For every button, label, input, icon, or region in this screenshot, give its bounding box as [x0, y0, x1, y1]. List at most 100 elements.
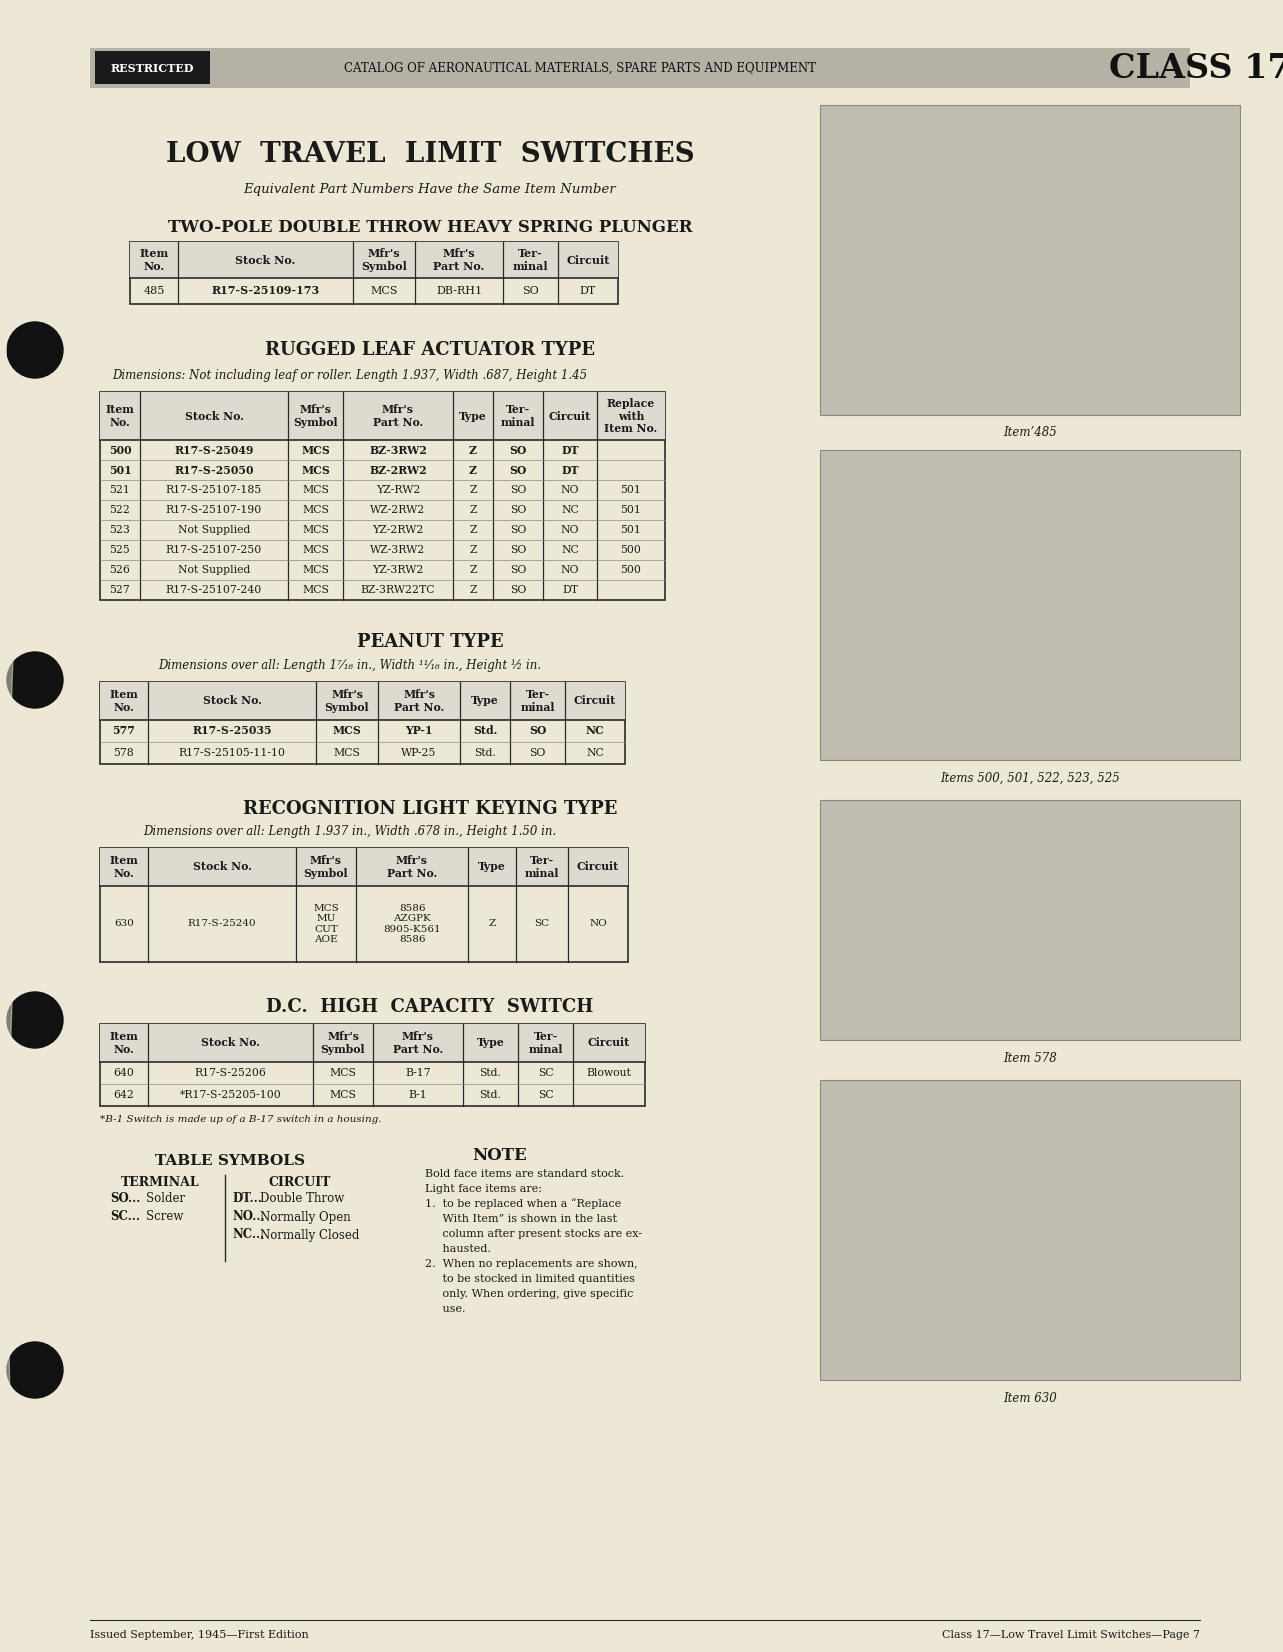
Text: TERMINAL: TERMINAL — [121, 1176, 199, 1189]
Bar — [100, 847, 627, 961]
Text: 501: 501 — [109, 464, 131, 476]
Text: Double Throw: Double Throw — [260, 1193, 344, 1206]
Text: Circuit: Circuit — [588, 1037, 630, 1049]
Text: MCS: MCS — [302, 486, 328, 496]
Text: 630: 630 — [114, 920, 133, 928]
Text: CLASS 17: CLASS 17 — [1109, 51, 1283, 84]
Text: Z: Z — [470, 525, 477, 535]
Text: 501: 501 — [621, 525, 642, 535]
Text: Mfr's
Symbol: Mfr's Symbol — [325, 689, 370, 714]
Text: SC: SC — [538, 1090, 553, 1100]
Text: SC: SC — [535, 920, 549, 928]
Text: SC: SC — [538, 1067, 553, 1079]
Text: Item
No.: Item No. — [109, 856, 139, 879]
Text: SO: SO — [509, 486, 526, 496]
Text: Std.: Std. — [473, 748, 497, 758]
Text: DT: DT — [562, 585, 579, 595]
Text: 527: 527 — [109, 585, 131, 595]
Bar — [100, 392, 665, 439]
Text: Circuit: Circuit — [577, 861, 620, 872]
Text: NC: NC — [585, 725, 604, 737]
Text: Normally Open: Normally Open — [260, 1211, 350, 1224]
Text: R17-S-25206: R17-S-25206 — [195, 1067, 267, 1079]
Text: Ter-
minal: Ter- minal — [520, 689, 554, 714]
Text: 2.  When no replacements are shown,: 2. When no replacements are shown, — [425, 1259, 638, 1269]
Text: Stock No.: Stock No. — [201, 1037, 260, 1049]
Text: Item
No.: Item No. — [109, 1031, 139, 1056]
Text: Z: Z — [470, 565, 477, 575]
Text: Mfr's
Symbol: Mfr's Symbol — [294, 405, 337, 428]
Text: MCS: MCS — [334, 748, 361, 758]
Text: With Item” is shown in the last: With Item” is shown in the last — [425, 1214, 617, 1224]
Text: SO: SO — [509, 506, 526, 515]
Text: Mfr's
Part No.: Mfr's Part No. — [387, 856, 438, 879]
Text: Circuit: Circuit — [574, 695, 616, 707]
Text: MCS: MCS — [332, 725, 362, 737]
Text: SO: SO — [509, 565, 526, 575]
Text: Light face items are:: Light face items are: — [425, 1184, 541, 1194]
Text: NC...: NC... — [232, 1229, 264, 1242]
Text: Z: Z — [470, 464, 477, 476]
Text: Ter-
minal: Ter- minal — [529, 1031, 563, 1056]
Text: SO: SO — [522, 286, 539, 296]
Bar — [820, 106, 1239, 415]
Text: Item 630: Item 630 — [1003, 1391, 1057, 1404]
Text: MCS: MCS — [302, 585, 328, 595]
Text: Z: Z — [470, 545, 477, 555]
Text: BZ-2RW2: BZ-2RW2 — [370, 464, 427, 476]
Text: Dimensions over all: Length 1.937 in., Width .678 in., Height 1.50 in.: Dimensions over all: Length 1.937 in., W… — [144, 826, 557, 839]
Bar — [100, 1024, 645, 1062]
Text: hausted.: hausted. — [425, 1244, 491, 1254]
Text: 1.  to be replaced when a “Replace: 1. to be replaced when a “Replace — [425, 1199, 621, 1209]
Text: Z: Z — [470, 486, 477, 496]
Text: 521: 521 — [109, 486, 131, 496]
Text: Std.: Std. — [480, 1067, 502, 1079]
Text: R17-S-25240: R17-S-25240 — [187, 920, 257, 928]
Bar — [90, 48, 1191, 88]
Text: 523: 523 — [109, 525, 131, 535]
Text: Not Supplied: Not Supplied — [178, 525, 250, 535]
Text: *R17-S-25205-100: *R17-S-25205-100 — [180, 1090, 281, 1100]
Text: MCS: MCS — [302, 545, 328, 555]
Text: WP-25: WP-25 — [402, 748, 436, 758]
Text: Type: Type — [471, 695, 499, 707]
Bar — [100, 682, 625, 763]
Text: SO: SO — [509, 585, 526, 595]
Text: Mfr's
Symbol: Mfr's Symbol — [361, 248, 407, 273]
Text: CATALOG OF AERONAUTICAL MATERIALS, SPARE PARTS AND EQUIPMENT: CATALOG OF AERONAUTICAL MATERIALS, SPARE… — [344, 61, 816, 74]
Text: R17-S-25107-240: R17-S-25107-240 — [166, 585, 262, 595]
Text: Stock No.: Stock No. — [185, 410, 244, 421]
Text: LOW  TRAVEL  LIMIT  SWITCHES: LOW TRAVEL LIMIT SWITCHES — [166, 142, 694, 169]
Text: DT: DT — [580, 286, 597, 296]
Text: BZ-3RW22TC: BZ-3RW22TC — [361, 585, 435, 595]
Text: DB-RH1: DB-RH1 — [436, 286, 482, 296]
Text: Mfr's
Part No.: Mfr's Part No. — [373, 405, 423, 428]
Text: NO: NO — [561, 525, 579, 535]
Text: NO: NO — [561, 565, 579, 575]
Text: Mfr's
Part No.: Mfr's Part No. — [393, 1031, 443, 1056]
Text: MCS: MCS — [302, 525, 328, 535]
Text: Screw: Screw — [146, 1211, 183, 1224]
Bar — [100, 392, 665, 600]
Text: WZ-3RW2: WZ-3RW2 — [371, 545, 426, 555]
Text: R17-S-25109-173: R17-S-25109-173 — [212, 286, 319, 296]
Text: 8586
AZGPK
8905-K561
8586: 8586 AZGPK 8905-K561 8586 — [384, 904, 441, 943]
Text: BZ-3RW2: BZ-3RW2 — [370, 444, 427, 456]
Text: Class 17—Low Travel Limit Switches—Page 7: Class 17—Low Travel Limit Switches—Page … — [942, 1631, 1200, 1640]
Text: 500: 500 — [109, 444, 131, 456]
Text: Type: Type — [476, 1037, 504, 1049]
Text: Circuit: Circuit — [566, 254, 609, 266]
Text: Replace
with
Item No.: Replace with Item No. — [604, 398, 658, 434]
Text: Z: Z — [470, 506, 477, 515]
Circle shape — [6, 1341, 63, 1398]
Text: Bold face items are standard stock.: Bold face items are standard stock. — [425, 1170, 625, 1180]
Bar — [100, 847, 627, 885]
Bar — [820, 800, 1239, 1041]
Text: 485: 485 — [144, 286, 164, 296]
Text: MCS: MCS — [302, 565, 328, 575]
Text: R17-S-25035: R17-S-25035 — [192, 725, 272, 737]
Text: use.: use. — [425, 1303, 466, 1313]
Bar — [820, 449, 1239, 760]
Text: NC: NC — [586, 748, 604, 758]
Text: Item’485: Item’485 — [1003, 426, 1057, 439]
